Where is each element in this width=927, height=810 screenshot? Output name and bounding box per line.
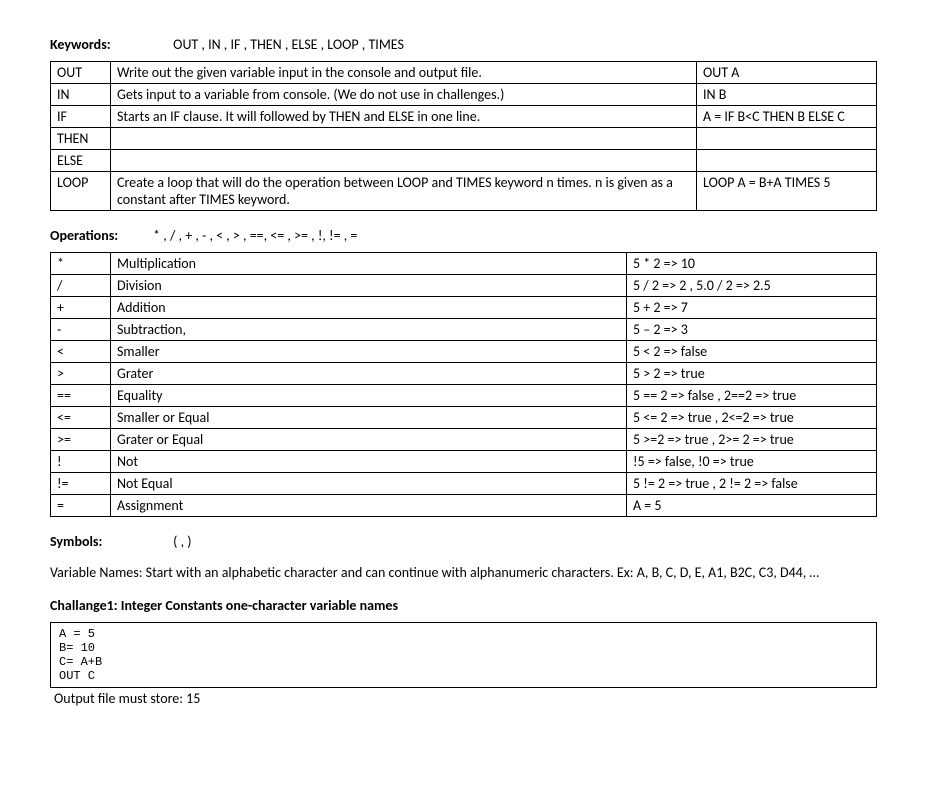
operator-cell: < [51,341,111,363]
operator-example-cell: 5 != 2 => true , 2 != 2 => false [627,473,877,495]
keyword-cell: ELSE [51,150,111,172]
keyword-desc-cell [111,128,697,150]
table-row: *Multiplication5 * 2 => 10 [51,253,877,275]
table-row: =AssignmentA = 5 [51,495,877,517]
keyword-cell: THEN [51,128,111,150]
operator-name-cell: Division [111,275,627,297]
operator-name-cell: Grater or Equal [111,429,627,451]
keywords-header: Keywords: OUT , IN , IF , THEN , ELSE , … [50,36,877,53]
operator-cell: >= [51,429,111,451]
operator-name-cell: Smaller [111,341,627,363]
keywords-label: Keywords: [50,36,140,53]
operator-cell: + [51,297,111,319]
table-row: -Subtraction,5 – 2 => 3 [51,319,877,341]
operator-example-cell: 5 == 2 => false , 2==2 => true [627,385,877,407]
keyword-example-cell [697,150,877,172]
table-row: <Smaller5 < 2 => false [51,341,877,363]
operator-name-cell: Not [111,451,627,473]
keywords-list: OUT , IN , IF , THEN , ELSE , LOOP , TIM… [173,36,404,53]
table-row: INGets input to a variable from console.… [51,84,877,106]
table-row: ==Equality5 == 2 => false , 2==2 => true [51,385,877,407]
keyword-example-cell: LOOP A = B+A TIMES 5 [697,172,877,211]
keyword-cell: IN [51,84,111,106]
operator-cell: = [51,495,111,517]
operator-example-cell: !5 => false, !0 => true [627,451,877,473]
operator-example-cell: 5 * 2 => 10 [627,253,877,275]
table-row: IFStarts an IF clause. It will followed … [51,106,877,128]
symbols-header: Symbols: ( , ) [50,533,877,550]
operations-table: *Multiplication5 * 2 => 10/Division5 / 2… [50,252,877,517]
operator-example-cell: 5 / 2 => 2 , 5.0 / 2 => 2.5 [627,275,877,297]
operator-name-cell: Equality [111,385,627,407]
variable-names-text: Variable Names: Start with an alphabetic… [50,564,877,581]
challenge1-output: Output file must store: 15 [50,690,877,707]
table-row: <=Smaller or Equal5 <= 2 => true , 2<=2 … [51,407,877,429]
keyword-example-cell: A = IF B<C THEN B ELSE C [697,106,877,128]
operator-example-cell: 5 – 2 => 3 [627,319,877,341]
operator-example-cell: 5 + 2 => 7 [627,297,877,319]
table-row: OUTWrite out the given variable input in… [51,62,877,84]
operations-list: * , / , + , - , < , > , ==, <= , >= , !,… [153,227,357,244]
operator-cell: == [51,385,111,407]
operator-name-cell: Multiplication [111,253,627,275]
operator-name-cell: Subtraction, [111,319,627,341]
operator-example-cell: A = 5 [627,495,877,517]
keyword-cell: IF [51,106,111,128]
table-row: >Grater5 > 2 => true [51,363,877,385]
table-row: !=Not Equal5 != 2 => true , 2 != 2 => fa… [51,473,877,495]
table-row: !Not!5 => false, !0 => true [51,451,877,473]
keyword-desc-cell: Write out the given variable input in th… [111,62,697,84]
table-row: LOOPCreate a loop that will do the opera… [51,172,877,211]
keyword-desc-cell: Create a loop that will do the operation… [111,172,697,211]
keyword-example-cell [697,128,877,150]
symbols-list: ( , ) [173,533,191,550]
keyword-desc-cell: Starts an IF clause. It will followed by… [111,106,697,128]
operator-example-cell: 5 >=2 => true , 2>= 2 => true [627,429,877,451]
operator-cell: - [51,319,111,341]
operator-cell: / [51,275,111,297]
operations-label: Operations: [50,227,140,244]
keyword-cell: OUT [51,62,111,84]
keyword-desc-cell [111,150,697,172]
operations-header: Operations: * , / , + , - , < , > , ==, … [50,227,877,244]
operator-cell: != [51,473,111,495]
operator-name-cell: Addition [111,297,627,319]
operator-example-cell: 5 > 2 => true [627,363,877,385]
keyword-example-cell: IN B [697,84,877,106]
operator-name-cell: Grater [111,363,627,385]
challenge1-title: Challange1: Integer Constants one-charac… [50,597,877,614]
keywords-table: OUTWrite out the given variable input in… [50,61,877,211]
table-row: >=Grater or Equal5 >=2 => true , 2>= 2 =… [51,429,877,451]
operator-cell: > [51,363,111,385]
keyword-example-cell: OUT A [697,62,877,84]
operator-example-cell: 5 < 2 => false [627,341,877,363]
operator-cell: ! [51,451,111,473]
operator-cell: * [51,253,111,275]
operator-name-cell: Not Equal [111,473,627,495]
table-row: ELSE [51,150,877,172]
table-row: THEN [51,128,877,150]
challenge1-code: A = 5 B= 10 C= A+B OUT C [50,622,877,688]
operator-name-cell: Smaller or Equal [111,407,627,429]
table-row: +Addition5 + 2 => 7 [51,297,877,319]
symbols-label: Symbols: [50,533,140,550]
keyword-desc-cell: Gets input to a variable from console. (… [111,84,697,106]
table-row: /Division5 / 2 => 2 , 5.0 / 2 => 2.5 [51,275,877,297]
operator-name-cell: Assignment [111,495,627,517]
operator-example-cell: 5 <= 2 => true , 2<=2 => true [627,407,877,429]
operator-cell: <= [51,407,111,429]
keyword-cell: LOOP [51,172,111,211]
